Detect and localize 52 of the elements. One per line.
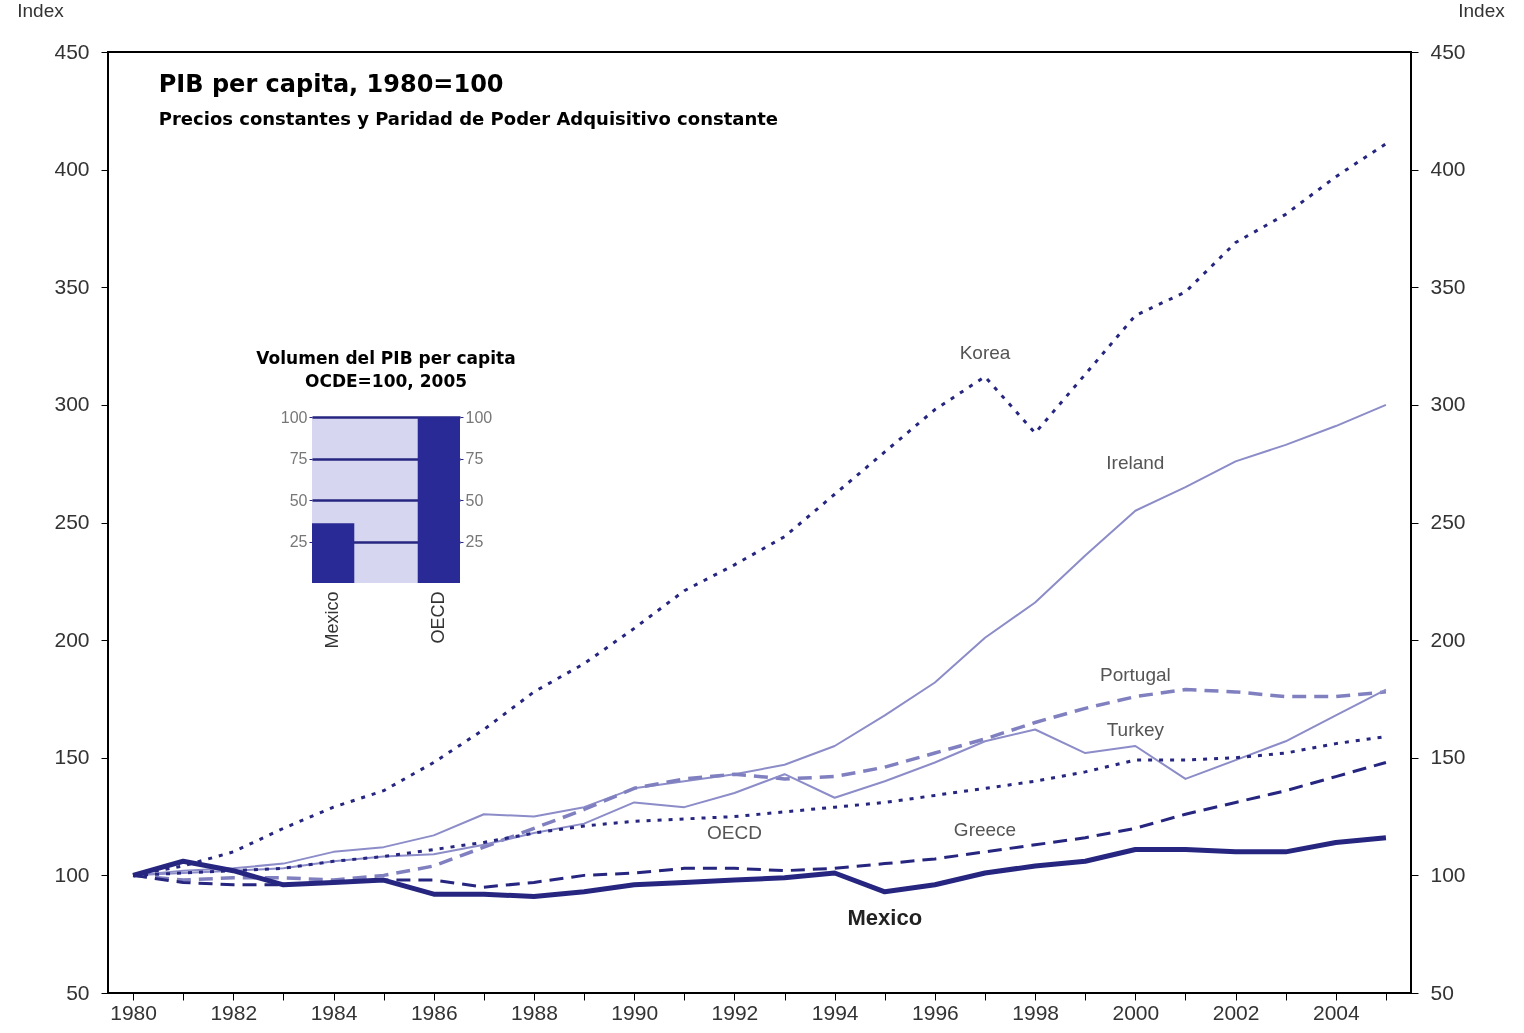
x-tick-label: 2002 (1212, 1000, 1260, 1024)
y2-tick-label: 250 (1430, 510, 1466, 533)
y-tick-label: 50 (289, 491, 308, 509)
y-tick-label: 300 (54, 392, 90, 416)
y2-axis-title: Index (1458, 0, 1506, 21)
x-tick-label: 1992 (711, 1000, 759, 1024)
y-tick-label: 25 (289, 533, 308, 550)
y-tick-label: 350 (54, 274, 90, 298)
y2-tick-label: 400 (1430, 157, 1466, 181)
x-tick-label: 1996 (912, 1000, 959, 1024)
x-tick-label: 1986 (410, 1000, 458, 1024)
series-label: Mexico (847, 904, 923, 930)
y2-tick-label: 150 (1430, 745, 1466, 769)
y-tick-label: 150 (54, 745, 90, 769)
x-tick-label: 2004 (1312, 1000, 1361, 1024)
y-tick-label: 200 (54, 627, 90, 651)
chart-title: Volumen del PIB per capita (256, 348, 516, 368)
y2-tick-label: 75 (465, 450, 484, 467)
y2-tick-label: 200 (1430, 627, 1466, 651)
series-label: Greece (953, 818, 1017, 840)
series-label: Turkey (1106, 718, 1165, 740)
series-label: Ireland (1106, 451, 1165, 473)
x-tick-label: 1984 (310, 1000, 358, 1024)
y-tick-label: 400 (54, 157, 90, 181)
x-tick-label: 1980 (110, 1000, 157, 1024)
y-tick-label: 450 (54, 39, 90, 63)
x-tick-label: 1982 (210, 1000, 258, 1024)
y-tick-label: 50 (66, 980, 90, 1004)
series-label: OECD (706, 821, 762, 843)
x-tick-label: 1998 (1012, 1000, 1059, 1024)
y2-tick-label: 350 (1430, 274, 1466, 298)
y-axis-title: Index (17, 0, 65, 21)
y2-tick-label: 50 (1430, 980, 1454, 1004)
y-tick-label: 100 (54, 862, 90, 886)
series-label: Portugal (1099, 663, 1171, 685)
y2-tick-label: 50 (465, 491, 484, 509)
x-tick-label: 2000 (1112, 1000, 1160, 1024)
y2-tick-label: 100 (1430, 862, 1466, 886)
series-label: Korea (959, 341, 1011, 363)
y2-tick-label: 100 (465, 408, 493, 426)
y2-tick-label: 300 (1430, 392, 1466, 416)
chart-subtitle: OCDE=100, 2005 (304, 371, 468, 391)
x-tick-label: 1994 (811, 1000, 859, 1024)
y2-tick-label: 25 (465, 533, 484, 550)
text: PIB per capita, 1980=100 (158, 70, 504, 98)
y-tick-label: 100 (280, 408, 308, 426)
x-tick-label: 1988 (511, 1000, 558, 1024)
y-tick-label: 250 (54, 510, 90, 533)
text: Precios constantes y Paridad de Poder Adquisitivo constante (158, 108, 779, 129)
y-tick-label: 75 (289, 450, 308, 467)
x-tick-label: 1990 (611, 1000, 659, 1024)
y2-tick-label: 450 (1430, 39, 1466, 63)
